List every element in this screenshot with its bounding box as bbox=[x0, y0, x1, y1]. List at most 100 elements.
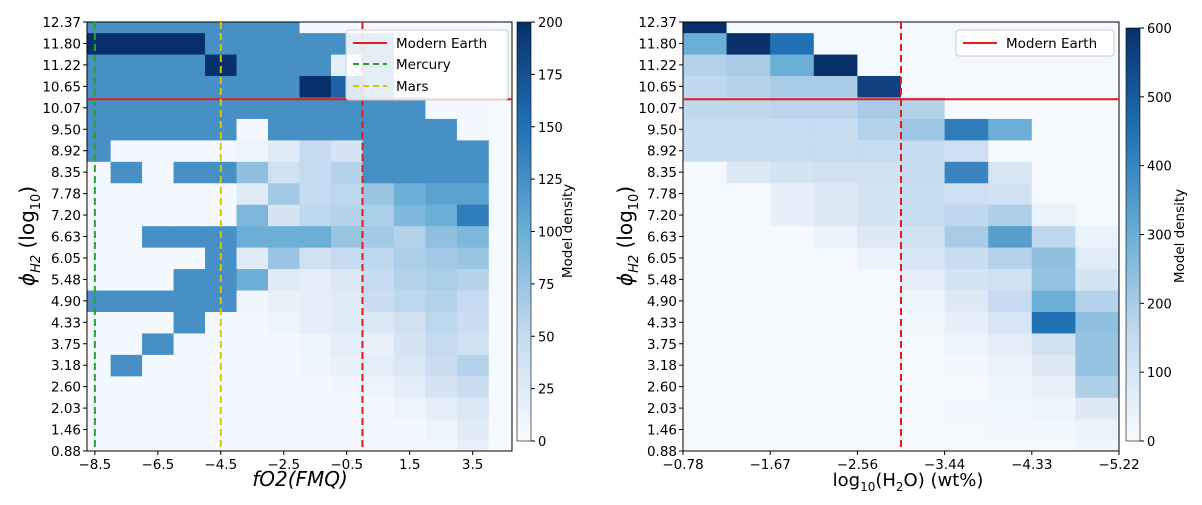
x-tick-label: −0.78 bbox=[662, 457, 703, 473]
heatmap-cell bbox=[813, 418, 858, 441]
heatmap-cell bbox=[299, 375, 332, 398]
heatmap-cell bbox=[1031, 97, 1076, 119]
heatmap-cell bbox=[362, 418, 395, 441]
heatmap-cell bbox=[944, 247, 989, 270]
heatmap-cell bbox=[110, 440, 143, 451]
y-tick-label: 2.03 bbox=[51, 401, 81, 417]
y-tick-label: 8.92 bbox=[647, 144, 677, 160]
heatmap-cell bbox=[813, 354, 858, 377]
y-tick-label: 6.63 bbox=[51, 230, 81, 246]
heatmap-cell bbox=[944, 182, 989, 205]
heatmap-cell bbox=[236, 333, 269, 355]
heatmap-cell bbox=[1031, 333, 1076, 355]
heatmap-cell bbox=[268, 32, 300, 55]
heatmap-cell bbox=[456, 204, 489, 227]
left-colorbar-bar bbox=[516, 21, 532, 442]
heatmap-cell bbox=[299, 32, 332, 55]
heatmap-cell bbox=[770, 161, 815, 184]
heatmap-cell bbox=[857, 375, 902, 398]
y-tick-label: 6.63 bbox=[647, 230, 677, 246]
heatmap-cell bbox=[87, 354, 112, 377]
heatmap-cell bbox=[901, 354, 945, 377]
heatmap-cell bbox=[205, 75, 237, 98]
heatmap-cell bbox=[813, 54, 858, 77]
heatmap-cell bbox=[268, 440, 300, 451]
left-legend-box bbox=[345, 29, 509, 101]
heatmap-cell bbox=[87, 375, 112, 398]
x-tick-label: −3.44 bbox=[924, 457, 965, 473]
heatmap-cell bbox=[142, 225, 174, 248]
heatmap-cell bbox=[87, 97, 112, 119]
left-colorbar: 0 25 50 75 100 125 150 175 200 Model density bbox=[516, 16, 576, 450]
heatmap-cell bbox=[173, 268, 206, 291]
heatmap-cell bbox=[813, 97, 858, 119]
heatmap-cell bbox=[901, 75, 945, 98]
heatmap-cell bbox=[726, 161, 771, 184]
y-tick-label: 4.90 bbox=[51, 294, 81, 310]
x-tick-label: −5.22 bbox=[1098, 457, 1139, 473]
heatmap-cell bbox=[988, 97, 1033, 119]
heatmap-cell bbox=[87, 397, 112, 420]
heatmap-cell bbox=[330, 311, 363, 334]
heatmap-cell bbox=[362, 290, 395, 312]
y-tick-label: 4.90 bbox=[647, 294, 677, 310]
heatmap-cell bbox=[726, 75, 771, 98]
heatmap-cell bbox=[726, 204, 771, 227]
heatmap-cell bbox=[330, 418, 363, 441]
y-tick-label: 8.35 bbox=[647, 165, 677, 181]
heatmap-cell bbox=[1031, 204, 1076, 227]
heatmap-cell bbox=[110, 397, 143, 420]
y-tick-label: 10.07 bbox=[42, 101, 81, 117]
heatmap-cell bbox=[770, 204, 815, 227]
heatmap-cell bbox=[683, 75, 727, 98]
heatmap-cell bbox=[857, 354, 902, 377]
heatmap-cell bbox=[683, 97, 727, 119]
heatmap-cell bbox=[299, 54, 332, 77]
heatmap-cell bbox=[456, 268, 489, 291]
y-tick-label: 0.88 bbox=[51, 444, 81, 460]
heatmap-cell bbox=[770, 54, 815, 77]
heatmap-cell bbox=[205, 54, 237, 77]
y-tick-label: 10.65 bbox=[42, 79, 81, 95]
heatmap-cell bbox=[362, 182, 395, 205]
y-tick-label: 2.60 bbox=[647, 380, 677, 396]
heatmap-cell bbox=[393, 182, 426, 205]
heatmap-cell bbox=[299, 247, 332, 270]
right-legend: Modern Earth bbox=[955, 29, 1115, 57]
right-colorbar-label: Model density bbox=[1172, 189, 1188, 283]
heatmap-cell bbox=[1031, 268, 1076, 291]
y-tick-label: 12.37 bbox=[638, 15, 677, 31]
heatmap-cell bbox=[142, 32, 174, 55]
heatmap-cell bbox=[393, 97, 426, 119]
heatmap-cell bbox=[268, 161, 300, 184]
heatmap-cell bbox=[683, 397, 727, 420]
heatmap-cell bbox=[901, 32, 945, 55]
x-tick-label: −0.5 bbox=[330, 457, 363, 473]
heatmap-cell bbox=[142, 161, 174, 184]
heatmap-cell bbox=[1075, 311, 1119, 334]
heatmap-cell bbox=[726, 397, 771, 420]
right-x-ticks: −0.78 −1.67 −2.56 −3.44 −4.33 −5.22 bbox=[662, 451, 1140, 473]
x-tick-label: 1.5 bbox=[399, 457, 420, 473]
heatmap-cell bbox=[268, 75, 300, 98]
heatmap-cell bbox=[268, 397, 300, 420]
heatmap-cell bbox=[173, 397, 206, 420]
heatmap-cell bbox=[142, 182, 174, 205]
x-tick-label: −8.5 bbox=[78, 457, 111, 473]
heatmap-cell bbox=[425, 225, 458, 248]
heatmap-cell bbox=[393, 247, 426, 270]
colorbar-tick-label: 0 bbox=[538, 435, 546, 450]
heatmap-cell bbox=[299, 268, 332, 291]
heatmap-cell bbox=[1075, 354, 1119, 377]
heatmap-cell bbox=[944, 268, 989, 291]
heatmap-cell bbox=[901, 204, 945, 227]
heatmap-cell bbox=[1075, 225, 1119, 248]
heatmap-cell bbox=[988, 290, 1033, 312]
heatmap-cell bbox=[726, 97, 771, 119]
heatmap-cell bbox=[142, 354, 174, 377]
heatmap-cell bbox=[901, 97, 945, 119]
heatmap-cell bbox=[1075, 247, 1119, 270]
heatmap-cell bbox=[299, 333, 332, 355]
heatmap-cell bbox=[1031, 375, 1076, 398]
heatmap-cell bbox=[770, 268, 815, 291]
